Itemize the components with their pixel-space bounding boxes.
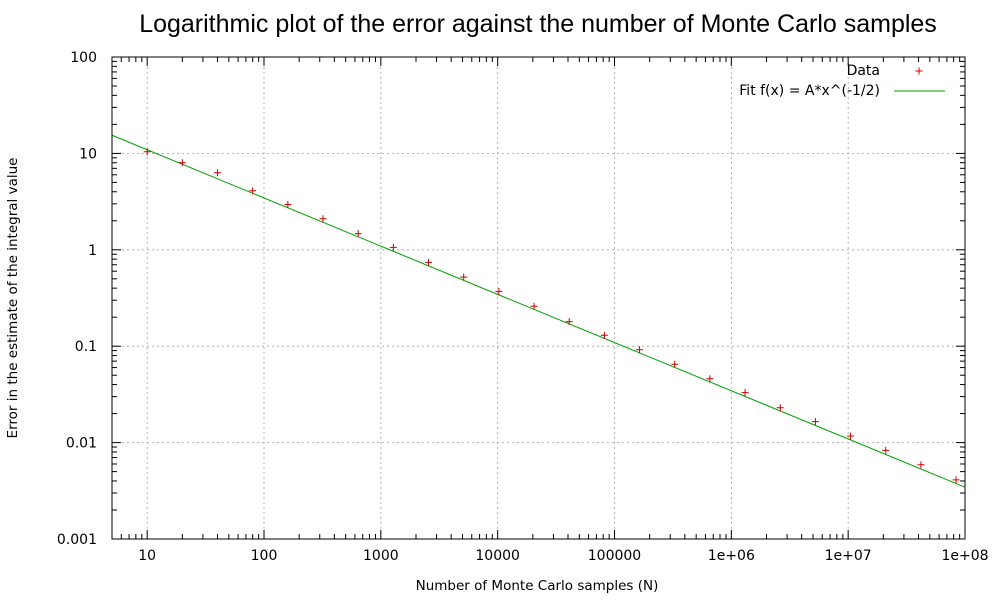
legend-data-plus-marker: [915, 67, 923, 75]
data-point: [214, 169, 222, 177]
x-tick-labels: 10 100 1000 10000 100000 1e+06 1e+07 1e+08: [138, 548, 988, 564]
y-tick-labels: 0.001 0.01 0.1 1 10 100: [57, 50, 97, 548]
fit-series: [111, 134, 966, 488]
data-point: [952, 476, 960, 484]
data-point: [284, 201, 292, 209]
data-point: [600, 331, 608, 339]
data-point: [776, 404, 784, 412]
y-tick-label: 1: [88, 243, 97, 259]
data-point: [565, 318, 573, 326]
data-point: [530, 302, 538, 310]
y-axis-label: Error in the estimate of the integral va…: [5, 158, 21, 439]
data-point: [319, 215, 327, 223]
y-tick-label: 0.1: [75, 339, 97, 355]
data-point: [882, 446, 890, 454]
x-tick-label: 1e+07: [825, 548, 872, 564]
y-tick-label: 10: [79, 146, 97, 162]
y-tick-label: 100: [70, 50, 97, 66]
data-point: [354, 230, 362, 238]
x-tick-label: 10: [138, 548, 156, 564]
grid: [112, 56, 966, 540]
data-point: [249, 187, 257, 195]
data-point: [389, 243, 397, 251]
x-tick-label: 1e+06: [708, 548, 755, 564]
y-tick-label: 0.01: [66, 436, 97, 452]
chart-title: Logarithmic plot of the error against th…: [139, 10, 937, 38]
data-point: [460, 273, 468, 281]
x-tick-label: 1000: [363, 548, 399, 564]
x-tick-label: 100000: [588, 548, 641, 564]
data-point: [917, 461, 925, 469]
data-point: [425, 258, 433, 266]
data-point: [495, 287, 503, 295]
legend-label-data: Data: [847, 63, 880, 79]
data-point: [671, 360, 679, 368]
data-point: [706, 375, 714, 383]
fit-line: [111, 134, 966, 488]
legend-label-fit: Fit f(x) = A*x^(-1/2): [739, 83, 880, 99]
x-axis-label: Number of Monte Carlo samples (N): [416, 578, 659, 594]
y-tick-label: 0.001: [57, 532, 97, 548]
axis-ticks: [111, 56, 966, 540]
x-tick-label: 1e+08: [941, 548, 988, 564]
x-tick-label: 10000: [475, 548, 520, 564]
data-series: [143, 148, 960, 484]
data-point: [178, 159, 186, 167]
data-point: [741, 389, 749, 397]
data-point: [847, 432, 855, 440]
x-tick-label: 100: [251, 548, 278, 564]
plot-border: [111, 56, 966, 540]
legend: Data Fit f(x) = A*x^(-1/2): [739, 63, 945, 99]
data-point: [636, 346, 644, 354]
data-point: [143, 148, 151, 156]
legend-marker-data: [915, 67, 923, 75]
data-point: [811, 418, 819, 426]
